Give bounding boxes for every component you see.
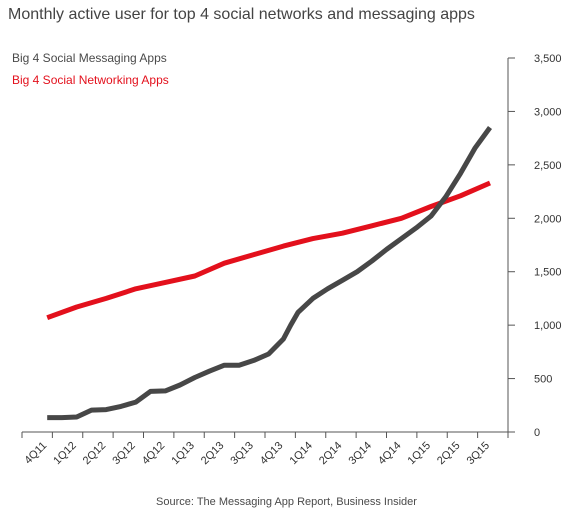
x-axis: 4Q11 1Q12 2Q12 3Q12 4Q12 1Q13 2Q13 3Q13 4Q13 1Q14… [21, 431, 509, 468]
x-tick-label: 1Q14 [287, 440, 315, 468]
x-tick-label: 2Q12 [81, 440, 109, 468]
chart-title: Monthly active user for top 4 social net… [8, 6, 475, 23]
plot-lines [46, 126, 493, 421]
y-tick-label: 3,500 [534, 53, 562, 65]
x-tick-label: 3Q15 [465, 440, 493, 468]
y-axis: 0 500 1,000 1,500 2,000 2,500 3,000 3,500 [507, 53, 562, 439]
source-note: Source: The Messaging App Report, Busine… [156, 496, 417, 508]
x-tick-label: 1Q13 [169, 440, 197, 468]
legend-networking-apps: Big 4 Social Networking Apps [12, 73, 169, 87]
x-tick-label: 3Q12 [110, 440, 138, 468]
x-tick-label: 2Q14 [317, 440, 345, 468]
x-tick-label: 4Q11 [22, 440, 49, 467]
x-tick-label: 3Q13 [228, 440, 256, 468]
y-tick-label: 1,000 [534, 320, 562, 332]
x-tick-label: 2Q13 [199, 440, 227, 468]
y-tick-label: 2,000 [534, 213, 562, 225]
x-tick-label: 4Q13 [258, 440, 286, 468]
y-tick-label: 500 [534, 374, 552, 386]
x-tick-label: 3Q14 [347, 440, 375, 468]
series-line-messaging-apps [47, 126, 493, 421]
y-tick-label: 2,500 [534, 160, 562, 172]
x-tick-label: 4Q12 [140, 440, 168, 468]
y-tick-label: 0 [534, 427, 540, 439]
y-tick-label: 3,000 [534, 106, 562, 118]
x-tick-label: 1Q15 [406, 440, 434, 468]
x-tick-label: 1Q12 [51, 440, 79, 468]
x-tick-label: 2Q15 [435, 440, 463, 468]
series-line-networking-apps [46, 180, 491, 321]
y-tick-label: 1,500 [534, 267, 562, 279]
legend-messaging-apps: Big 4 Social Messaging Apps [12, 51, 167, 65]
x-tick-label: 4Q14 [376, 440, 404, 468]
